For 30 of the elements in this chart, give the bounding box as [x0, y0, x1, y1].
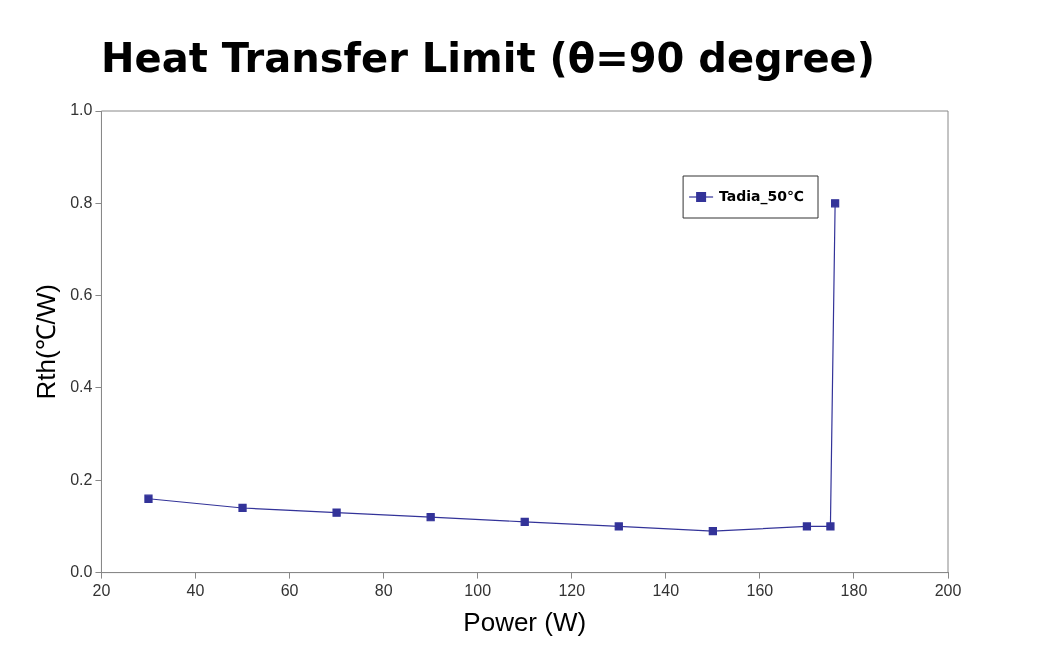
x-tick-label: 120 [558, 581, 586, 599]
x-tick-label: 140 [652, 581, 680, 599]
point [238, 503, 247, 513]
x-tick-label: 180 [840, 581, 868, 599]
x-tick-label: 40 [186, 581, 205, 599]
x-tick-label: 60 [280, 581, 299, 599]
point [830, 199, 840, 208]
x-tick-label: 160 [746, 581, 774, 599]
y-tick-label: 0.4 [70, 378, 93, 396]
point [144, 494, 153, 503]
point [826, 522, 835, 531]
y-tick-label: 0.6 [70, 286, 93, 304]
y-tick-label: 0.0 [70, 563, 93, 581]
x-tick-label: 80 [374, 581, 393, 599]
point [332, 508, 341, 517]
x-tick-label: 100 [464, 581, 492, 599]
x-axis-title: Power (W) [463, 606, 587, 637]
legend-label: Tadia_50℃ [719, 187, 805, 205]
y-tick-label: 1.0 [70, 101, 93, 119]
point [520, 517, 529, 526]
y-tick-label: 0.8 [70, 193, 93, 211]
chart-title: Heat Transfer Limit (θ=90 degree) [101, 35, 875, 82]
y-tick-label: 0.2 [70, 470, 93, 488]
x-tick-label: 20 [92, 581, 111, 599]
point [708, 526, 717, 536]
y-axis-title: Rth(℃/W) [30, 284, 61, 400]
point [614, 522, 623, 531]
point [802, 522, 812, 531]
point [426, 513, 435, 522]
x-tick-label: 200 [934, 581, 962, 599]
